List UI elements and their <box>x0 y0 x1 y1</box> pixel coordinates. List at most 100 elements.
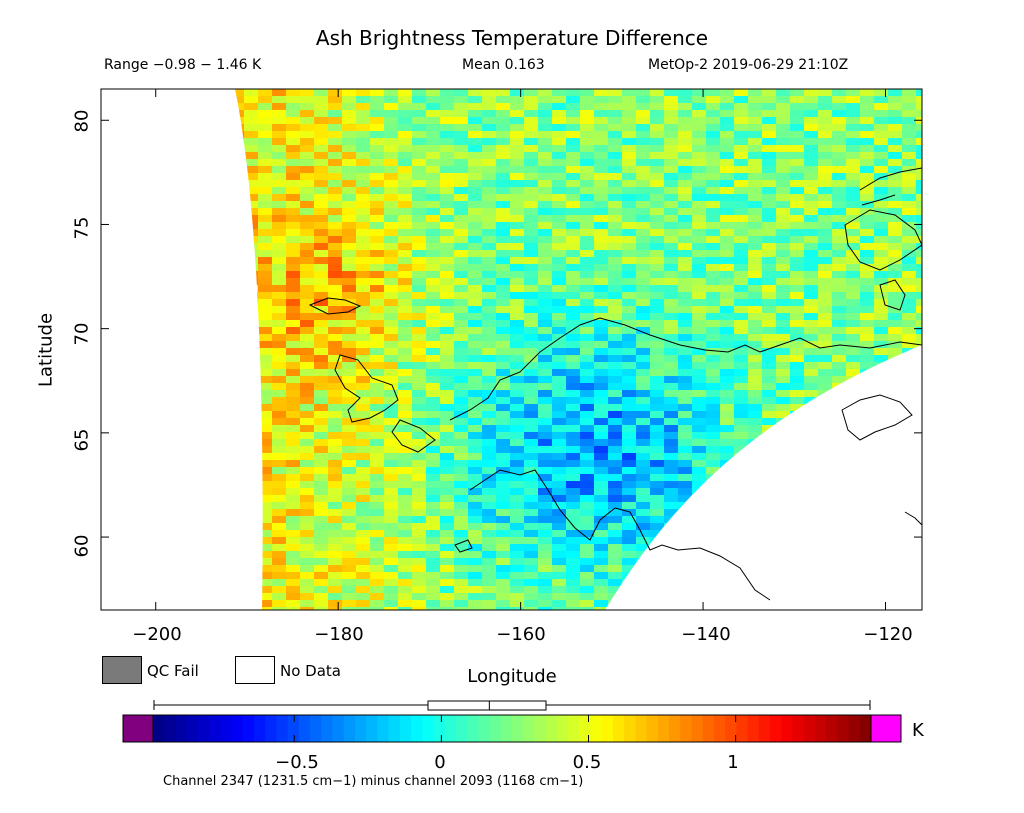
swath-cell <box>846 327 860 334</box>
swath-cell <box>510 467 524 474</box>
swath-cell <box>580 152 594 159</box>
swath-cell <box>454 243 468 250</box>
swath-cell <box>356 558 370 565</box>
swath-cell <box>482 173 496 180</box>
swath-cell <box>790 586 804 593</box>
swath-cell <box>874 432 888 439</box>
swath-cell <box>510 96 524 103</box>
swath-cell <box>314 299 328 306</box>
swath-cell <box>636 467 650 474</box>
swath-cell <box>678 558 692 565</box>
swath-cell <box>608 250 622 257</box>
swath-cell <box>300 327 314 334</box>
swath-cell <box>524 96 538 103</box>
swath-cell <box>496 383 510 390</box>
swath-cell <box>720 411 734 418</box>
swath-cell <box>538 222 552 229</box>
swath-cell <box>524 579 538 586</box>
swath-cell <box>398 586 412 593</box>
swath-cell <box>874 124 888 131</box>
swath-cell <box>524 201 538 208</box>
swath-cell <box>790 495 804 502</box>
swath-cell <box>594 495 608 502</box>
swath-cell <box>412 215 426 222</box>
swath-cell <box>874 187 888 194</box>
swath-cell <box>622 474 636 481</box>
swath-cell <box>776 390 790 397</box>
swath-cell <box>412 467 426 474</box>
swath-cell <box>286 579 300 586</box>
swath-cell <box>846 180 860 187</box>
swath-cell <box>804 383 818 390</box>
swath-cell <box>860 600 874 607</box>
swath-cell <box>678 362 692 369</box>
swath-cell <box>440 446 454 453</box>
swath-cell <box>524 537 538 544</box>
swath-cell <box>916 460 922 467</box>
swath-cell <box>440 278 454 285</box>
swath-cell <box>454 355 468 362</box>
swath-cell <box>790 131 804 138</box>
swath-cell <box>846 110 860 117</box>
swath-cell <box>454 537 468 544</box>
swath-cell <box>510 138 524 145</box>
swath-cell <box>300 593 314 600</box>
swath-cell <box>790 397 804 404</box>
swath-cell <box>902 355 916 362</box>
swath-cell <box>650 474 664 481</box>
swath-cell <box>874 222 888 229</box>
swath-cell <box>776 131 790 138</box>
swath-cell <box>244 579 258 586</box>
swath-cell <box>664 530 678 537</box>
swath-cell <box>235 376 244 383</box>
swath-cell <box>790 110 804 117</box>
swath-cell <box>636 180 650 187</box>
swath-cell <box>902 110 916 117</box>
swath-cell <box>496 565 510 572</box>
swath-cell <box>244 593 258 600</box>
colorbar-cell <box>792 715 805 742</box>
swath-cell <box>804 264 818 271</box>
swath-cell <box>804 418 818 425</box>
swath-cell <box>678 404 692 411</box>
swath-cell <box>510 376 524 383</box>
swath-cell <box>244 138 258 145</box>
swath-cell <box>286 299 300 306</box>
swath-cell <box>790 215 804 222</box>
swath-cell <box>608 467 622 474</box>
swath-cell <box>594 418 608 425</box>
swath-cell <box>314 579 328 586</box>
swath-cell <box>762 145 776 152</box>
swath-cell <box>412 593 426 600</box>
swath-cell <box>384 250 398 257</box>
swath-cell <box>608 362 622 369</box>
swath-cell <box>538 509 552 516</box>
swath-cell <box>300 509 314 516</box>
swath-cell <box>454 103 468 110</box>
swath-cell <box>566 530 580 537</box>
swath-cell <box>748 516 762 523</box>
swath-cell <box>804 474 818 481</box>
swath-cell <box>356 264 370 271</box>
swath-cell <box>524 89 538 96</box>
swath-cell <box>300 138 314 145</box>
swath-cell <box>258 544 272 551</box>
swath-cell <box>748 145 762 152</box>
swath-cell <box>804 327 818 334</box>
swath-cell <box>300 551 314 558</box>
swath-cell <box>328 229 342 236</box>
swath-cell <box>860 495 874 502</box>
swath-cell <box>762 215 776 222</box>
swath-cell <box>608 292 622 299</box>
swath-cell <box>860 138 874 145</box>
swath-cell <box>748 229 762 236</box>
swath-cell <box>580 180 594 187</box>
swath-cell <box>594 474 608 481</box>
swath-cell <box>398 481 412 488</box>
swath-cell <box>258 124 272 131</box>
swath-cell <box>524 215 538 222</box>
swath-cell <box>552 96 566 103</box>
swath-cell <box>860 348 874 355</box>
swath-cell <box>412 313 426 320</box>
swath-cell <box>468 180 482 187</box>
